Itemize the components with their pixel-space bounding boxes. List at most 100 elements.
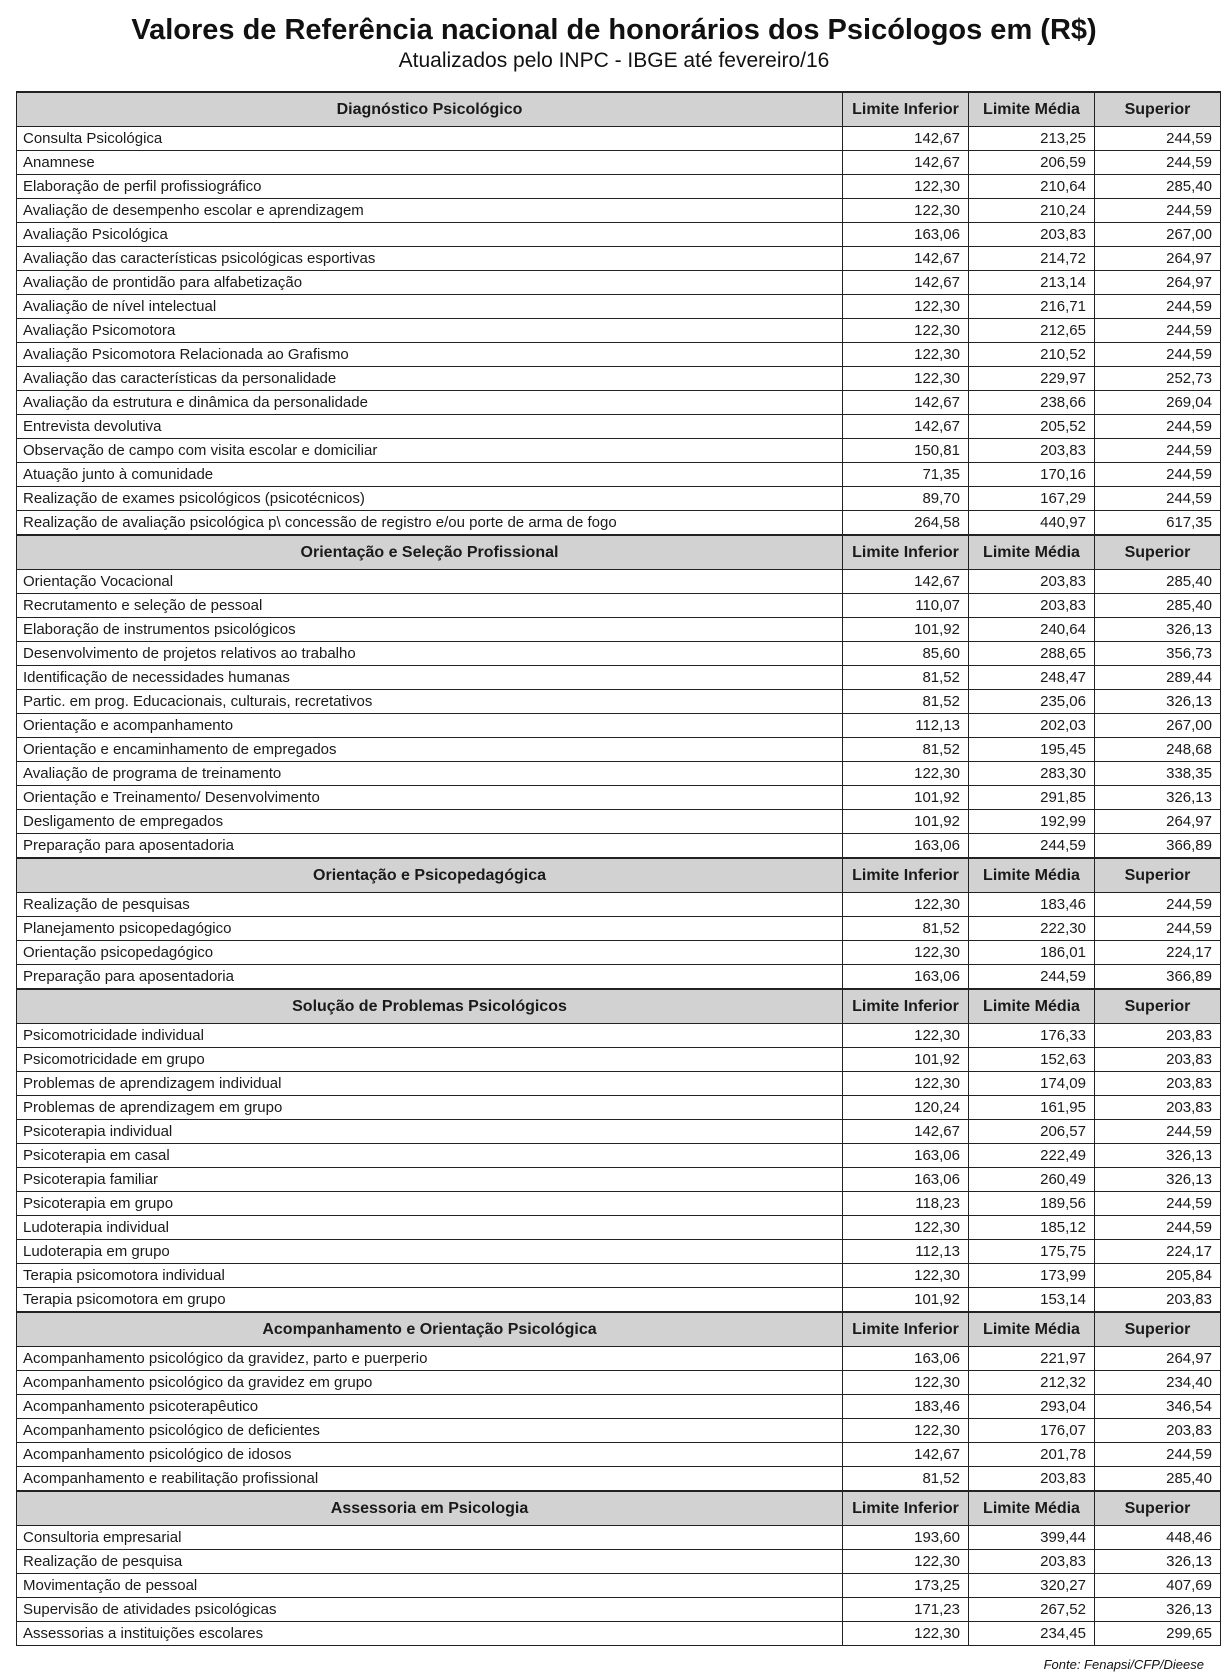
value-cell: 212,65 — [968, 318, 1095, 343]
value-cell: 285,40 — [1094, 1466, 1221, 1492]
service-name: Psicomotricidade em grupo — [16, 1047, 843, 1072]
service-name: Consultoria empresarial — [16, 1525, 843, 1550]
table-row: Acompanhamento psicológico da gravidez e… — [16, 1370, 1221, 1395]
value-cell: 264,58 — [842, 510, 969, 536]
column-header: Limite Média — [968, 988, 1095, 1024]
value-cell: 163,06 — [842, 964, 969, 990]
service-name: Preparação para aposentadoria — [16, 833, 843, 859]
value-cell: 122,30 — [842, 1023, 969, 1048]
value-cell: 326,13 — [1094, 1549, 1221, 1574]
value-cell: 101,92 — [842, 809, 969, 834]
section-header-row: Assessoria em Psicologia Limite Inferior L… — [16, 1490, 1221, 1526]
value-cell: 142,67 — [842, 569, 969, 594]
value-cell: 248,68 — [1094, 737, 1221, 762]
source-note: Fonte: Fenapsi/CFP/Dieese — [1043, 1657, 1204, 1672]
value-cell: 240,64 — [968, 617, 1095, 642]
service-name: Elaboração de perfil profissiográfico — [16, 174, 843, 199]
value-cell: 122,30 — [842, 940, 969, 965]
value-cell: 203,83 — [1094, 1071, 1221, 1096]
value-cell: 163,06 — [842, 1143, 969, 1168]
service-name: Avaliação de desempenho escolar e aprend… — [16, 198, 843, 223]
value-cell: 289,44 — [1094, 665, 1221, 690]
value-cell: 201,78 — [968, 1442, 1095, 1467]
value-cell: 267,00 — [1094, 222, 1221, 247]
section-header-row: Orientação e Seleção Profissional Limite … — [16, 534, 1221, 570]
table-row: Planejamento psicopedagógico 81,52 222,30 2… — [16, 916, 1221, 941]
service-name: Psicoterapia familiar — [16, 1167, 843, 1192]
value-cell: 81,52 — [842, 689, 969, 714]
value-cell: 224,17 — [1094, 1239, 1221, 1264]
value-cell: 118,23 — [842, 1191, 969, 1216]
table-row: Orientação e Treinamento/ Desenvolviment… — [16, 785, 1221, 810]
section-header-row: Diagnóstico Psicológico Limite Inferior Li… — [16, 91, 1221, 127]
value-cell: 122,30 — [842, 1549, 969, 1574]
value-cell: 214,72 — [968, 246, 1095, 271]
value-cell: 285,40 — [1094, 174, 1221, 199]
table-row: Problemas de aprendizagem individual 122,… — [16, 1071, 1221, 1096]
value-cell: 267,00 — [1094, 713, 1221, 738]
value-cell: 203,83 — [968, 222, 1095, 247]
value-cell: 112,13 — [842, 1239, 969, 1264]
value-cell: 122,30 — [842, 892, 969, 917]
value-cell: 440,97 — [968, 510, 1095, 536]
service-name: Realização de avaliação psicológica p\ c… — [16, 510, 843, 536]
value-cell: 366,89 — [1094, 964, 1221, 990]
table-row: Realização de avaliação psicológica p\ c… — [16, 510, 1221, 536]
value-cell: 210,24 — [968, 198, 1095, 223]
value-cell: 192,99 — [968, 809, 1095, 834]
service-name: Terapia psicomotora em grupo — [16, 1287, 843, 1313]
value-cell: 122,30 — [842, 1621, 969, 1646]
value-cell: 269,04 — [1094, 390, 1221, 415]
column-header: Superior — [1094, 857, 1221, 893]
value-cell: 244,59 — [968, 833, 1095, 859]
table-row: Realização de pesquisas 122,30 183,46 244,5… — [16, 892, 1221, 917]
value-cell: 244,59 — [1094, 1191, 1221, 1216]
column-header: Limite Inferior — [842, 91, 969, 127]
value-cell: 142,67 — [842, 246, 969, 271]
table-row: Assessorias a instituições escolares 122,… — [16, 1621, 1221, 1646]
value-cell: 81,52 — [842, 916, 969, 941]
table-row: Movimentação de pessoal 173,25 320,27 407,6… — [16, 1573, 1221, 1598]
column-header: Limite Inferior — [842, 1490, 969, 1526]
value-cell: 320,27 — [968, 1573, 1095, 1598]
service-name: Terapia psicomotora individual — [16, 1263, 843, 1288]
table-row: Avaliação das características psicológic… — [16, 246, 1221, 271]
value-cell: 283,30 — [968, 761, 1095, 786]
value-cell: 213,25 — [968, 126, 1095, 151]
service-name: Avaliação das características psicológic… — [16, 246, 843, 271]
table-row: Psicomotricidade em grupo 101,92 152,63 203… — [16, 1047, 1221, 1072]
value-cell: 176,07 — [968, 1418, 1095, 1443]
service-name: Avaliação Psicomotora — [16, 318, 843, 343]
value-cell: 189,56 — [968, 1191, 1095, 1216]
value-cell: 142,67 — [842, 1442, 969, 1467]
value-cell: 407,69 — [1094, 1573, 1221, 1598]
service-name: Psicoterapia em casal — [16, 1143, 843, 1168]
table-row: Entrevista devolutiva 142,67 205,52 244,59 — [16, 414, 1221, 439]
service-name: Preparação para aposentadoria — [16, 964, 843, 990]
value-cell: 244,59 — [1094, 342, 1221, 367]
service-name: Ludoterapia individual — [16, 1215, 843, 1240]
service-name: Acompanhamento psicoterapêutico — [16, 1394, 843, 1419]
value-cell: 222,30 — [968, 916, 1095, 941]
value-cell: 326,13 — [1094, 1167, 1221, 1192]
service-name: Acompanhamento psicológico da gravidez e… — [16, 1370, 843, 1395]
value-cell: 175,75 — [968, 1239, 1095, 1264]
value-cell: 346,54 — [1094, 1394, 1221, 1419]
table-row: Recrutamento e seleção de pessoal 110,07 2… — [16, 593, 1221, 618]
value-cell: 244,59 — [1094, 1442, 1221, 1467]
value-cell: 183,46 — [968, 892, 1095, 917]
value-cell: 264,97 — [1094, 1346, 1221, 1371]
value-cell: 229,97 — [968, 366, 1095, 391]
value-cell: 221,97 — [968, 1346, 1095, 1371]
value-cell: 285,40 — [1094, 569, 1221, 594]
service-name: Anamnese — [16, 150, 843, 175]
value-cell: 264,97 — [1094, 246, 1221, 271]
value-cell: 122,30 — [842, 1215, 969, 1240]
value-cell: 244,59 — [1094, 892, 1221, 917]
column-header: Limite Inferior — [842, 1311, 969, 1347]
value-cell: 161,95 — [968, 1095, 1095, 1120]
value-cell: 142,67 — [842, 126, 969, 151]
service-name: Desligamento de empregados — [16, 809, 843, 834]
service-name: Avaliação Psicológica — [16, 222, 843, 247]
column-header: Limite Inferior — [842, 534, 969, 570]
